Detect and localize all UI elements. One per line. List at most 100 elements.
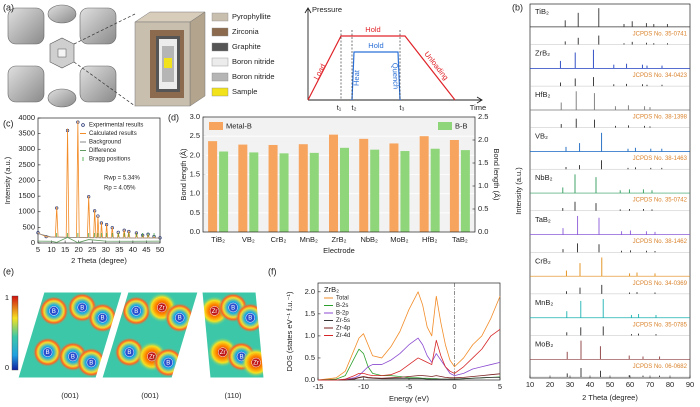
atom bbox=[124, 347, 135, 357]
x-tick-label: 10 bbox=[47, 245, 55, 254]
atom bbox=[42, 347, 53, 357]
bar bbox=[340, 147, 349, 232]
y-tick-label: 0.0 bbox=[478, 227, 488, 236]
reference-label: JCPDS No. 35-0741 bbox=[633, 31, 688, 37]
dos-line bbox=[318, 328, 501, 381]
reference-label: JCPDS No. 34-0369 bbox=[633, 281, 688, 287]
x-tick-label: VB₂ bbox=[242, 235, 255, 244]
bar bbox=[279, 153, 289, 232]
legend-swatch bbox=[438, 122, 452, 130]
bar bbox=[309, 152, 319, 232]
atom-label: Zr bbox=[253, 360, 259, 366]
dos-line bbox=[318, 376, 500, 381]
atom bbox=[77, 302, 87, 313]
atom-label: B bbox=[80, 305, 84, 311]
colorbar bbox=[11, 295, 19, 371]
atom bbox=[131, 306, 142, 316]
x-tick-label: 90 bbox=[686, 380, 694, 389]
y-tick-label: 0.0 bbox=[190, 227, 200, 236]
y-tick-label: 0.5 bbox=[190, 208, 200, 217]
x-tick-label: 10 bbox=[526, 380, 534, 389]
x-axis-title: 2 Theta (degree) bbox=[71, 256, 127, 265]
bar bbox=[449, 140, 459, 232]
legend-label: B-2s bbox=[336, 303, 348, 309]
y-tick-label: 500 bbox=[22, 222, 35, 231]
x-tick-label: MoB₂ bbox=[390, 235, 408, 244]
sample-name: VB₂ bbox=[535, 132, 548, 141]
x-tick-label: -10 bbox=[358, 382, 369, 391]
y-tick-label: 1.0 bbox=[190, 189, 200, 198]
y-tick-label: 0.5 bbox=[305, 353, 315, 362]
stage-label: Quench bbox=[391, 63, 401, 90]
atom-label: B bbox=[127, 350, 131, 356]
atom-label: Zr bbox=[220, 350, 226, 356]
x-tick-label: 40 bbox=[586, 380, 594, 389]
y-axis-title: Intensity (a.u.) bbox=[514, 167, 523, 215]
x-tick-label: ZrB₂ bbox=[332, 235, 347, 244]
y-tick-label: 2.0 bbox=[478, 135, 488, 144]
bar bbox=[249, 152, 259, 232]
legend-swatch bbox=[211, 42, 229, 52]
legend-swatch bbox=[209, 122, 223, 130]
y-tick-label: 3.0 bbox=[190, 112, 200, 121]
dos-line bbox=[318, 373, 501, 381]
reference-label: JCPDS No. 38-1463 bbox=[633, 156, 688, 162]
y-tick-label: 0.0 bbox=[305, 375, 315, 384]
panel-label: (f) bbox=[268, 266, 277, 276]
atom bbox=[97, 313, 108, 323]
bar bbox=[419, 136, 429, 232]
atom bbox=[245, 313, 256, 323]
reference-label: JCPDS No. 35-0742 bbox=[633, 198, 688, 204]
x-tick-label: 25 bbox=[88, 245, 96, 254]
map-caption: (001) bbox=[141, 391, 159, 400]
atom bbox=[251, 357, 261, 368]
sample-name: CrB₂ bbox=[535, 256, 551, 265]
dos-line bbox=[318, 337, 501, 381]
reference-label: JCPDS No. 06-0682 bbox=[633, 364, 688, 370]
reference-label: JCPDS No. 34-0423 bbox=[633, 73, 688, 79]
atom bbox=[228, 302, 238, 313]
legend-label: Bragg positions bbox=[89, 157, 130, 163]
atom-label: Zr bbox=[159, 305, 165, 311]
y-tick-label: 2.0 bbox=[190, 150, 200, 159]
series-line bbox=[37, 236, 161, 244]
y-tick-label: 3500 bbox=[18, 129, 35, 138]
atom bbox=[163, 357, 174, 368]
time-label: t₁ bbox=[337, 103, 342, 112]
time-label: t₂ bbox=[352, 103, 357, 112]
y-tick-label: 4000 bbox=[18, 113, 35, 122]
bar bbox=[219, 151, 229, 232]
x-tick-label: 50 bbox=[606, 380, 614, 389]
atom bbox=[157, 302, 167, 313]
legend-label: Sample bbox=[232, 87, 257, 96]
sample-name: NbB₂ bbox=[535, 173, 553, 182]
atom-label: B bbox=[134, 309, 138, 315]
x-tick-label: 5 bbox=[36, 245, 40, 254]
y-axis-title: Intensity (a.u.) bbox=[3, 156, 12, 204]
panel-label: (e) bbox=[3, 266, 14, 276]
legend-label: Zr-4p bbox=[336, 326, 351, 332]
legend-label: B-2p bbox=[336, 311, 349, 317]
bar bbox=[460, 150, 470, 232]
legend-label: Zr-4d bbox=[336, 333, 350, 339]
bar bbox=[268, 144, 278, 232]
legend-label: Boron nitride bbox=[232, 57, 275, 66]
y-axis-title: Bond length (Å) bbox=[179, 148, 188, 201]
x-axis-title: Energy (eV) bbox=[389, 394, 430, 403]
sample-name: ZrB₂ bbox=[535, 49, 550, 58]
fit-annotation: Rwp = 5.34% bbox=[104, 176, 141, 182]
reference-label: JCPDS No. 35-0785 bbox=[633, 322, 688, 328]
cell-drawing bbox=[134, 11, 206, 107]
atom-label: B bbox=[248, 316, 252, 322]
legend-swatch bbox=[211, 57, 229, 67]
colorbar-label: 0 bbox=[5, 363, 9, 372]
legend-marker bbox=[81, 123, 85, 127]
y-tick-label: 1.5 bbox=[478, 158, 488, 167]
dos-line bbox=[317, 291, 501, 381]
bar bbox=[329, 134, 338, 232]
sample-name: TaB₂ bbox=[535, 215, 551, 224]
y-tick-label: 0.5 bbox=[478, 204, 488, 213]
legend-label: Zirconia bbox=[232, 27, 260, 36]
reference-label: JCPDS No. 38-1398 bbox=[633, 115, 688, 121]
atom-label: B bbox=[71, 354, 75, 360]
